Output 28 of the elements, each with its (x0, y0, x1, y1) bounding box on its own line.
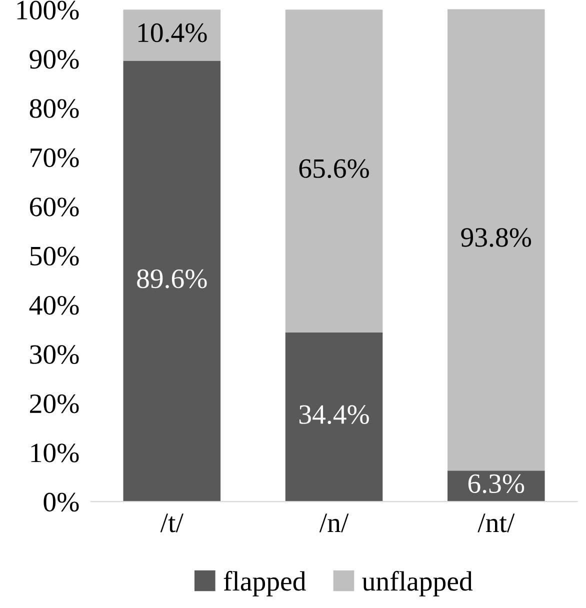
data-label: 34.4% (299, 405, 369, 424)
x-tick-label: /n/ (319, 514, 349, 532)
y-tick-label: 30% (30, 345, 79, 364)
y-tick-label: 100% (17, 0, 79, 20)
y-tick-label: 20% (30, 394, 79, 414)
data-label: 93.8% (461, 228, 532, 247)
x-tick-label: /t/ (160, 514, 184, 532)
bar (123, 10, 221, 61)
data-label: 6.3% (468, 474, 524, 494)
legend-label: unflapped (362, 570, 473, 596)
bar (285, 10, 383, 332)
y-tick-label: 70% (30, 148, 79, 168)
bar (123, 60, 221, 502)
y-tick-label: 10% (31, 444, 79, 462)
y-tick-label: 40% (29, 296, 79, 315)
legend-label: flapped (224, 570, 306, 596)
bar (285, 332, 383, 502)
y-tick-label: 60% (30, 198, 79, 216)
y-tick-label: 50% (30, 246, 79, 266)
data-label: 10.4% (138, 23, 207, 42)
x-tick-label: /nt/ (478, 514, 515, 532)
bar (448, 470, 545, 502)
data-label: 89.6% (137, 269, 207, 288)
data-label: 65.6% (299, 159, 369, 178)
y-tick-label: 80% (30, 99, 79, 118)
y-tick-label: 0% (44, 492, 79, 512)
y-tick-label: 90% (30, 50, 79, 69)
bar (448, 9, 545, 471)
